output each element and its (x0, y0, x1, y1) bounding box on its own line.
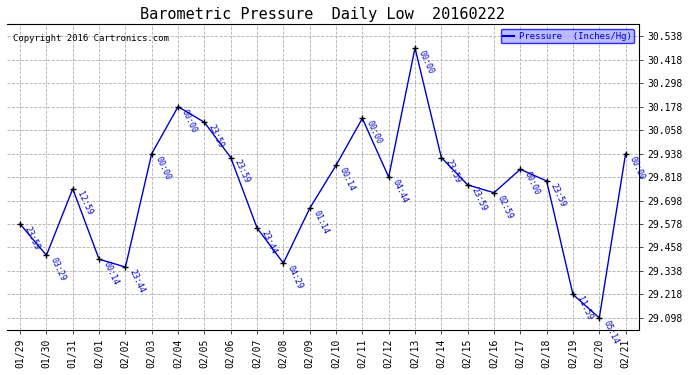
Text: 00:14: 00:14 (101, 260, 120, 286)
Text: 11:59: 11:59 (575, 296, 594, 322)
Text: 00:00: 00:00 (180, 108, 199, 134)
Text: 04:29: 04:29 (286, 264, 304, 291)
Text: 00:00: 00:00 (154, 154, 172, 181)
Text: 00:00: 00:00 (364, 119, 383, 146)
Text: 03:29: 03:29 (48, 256, 67, 283)
Text: 00:00: 00:00 (628, 154, 647, 181)
Text: 02:59: 02:59 (496, 194, 515, 220)
Title: Barometric Pressure  Daily Low  20160222: Barometric Pressure Daily Low 20160222 (140, 7, 505, 22)
Text: 23:59: 23:59 (470, 186, 489, 212)
Text: 23:44: 23:44 (259, 229, 278, 255)
Text: 00:14: 00:14 (338, 166, 357, 193)
Text: 00:00: 00:00 (522, 170, 541, 197)
Text: 23:59: 23:59 (206, 123, 225, 150)
Text: 05:14: 05:14 (602, 319, 620, 345)
Text: 04:44: 04:44 (391, 178, 409, 204)
Text: 23:59: 23:59 (444, 159, 462, 185)
Text: 23:44: 23:44 (128, 268, 146, 294)
Text: 00:00: 00:00 (417, 49, 436, 75)
Legend: Pressure  (Inches/Hg): Pressure (Inches/Hg) (501, 29, 634, 44)
Text: 23:59: 23:59 (22, 225, 41, 252)
Text: 23:59: 23:59 (549, 182, 567, 209)
Text: 01:14: 01:14 (312, 209, 331, 236)
Text: 23:59: 23:59 (233, 159, 252, 185)
Text: 12:59: 12:59 (75, 190, 94, 216)
Text: Copyright 2016 Cartronics.com: Copyright 2016 Cartronics.com (13, 34, 169, 43)
